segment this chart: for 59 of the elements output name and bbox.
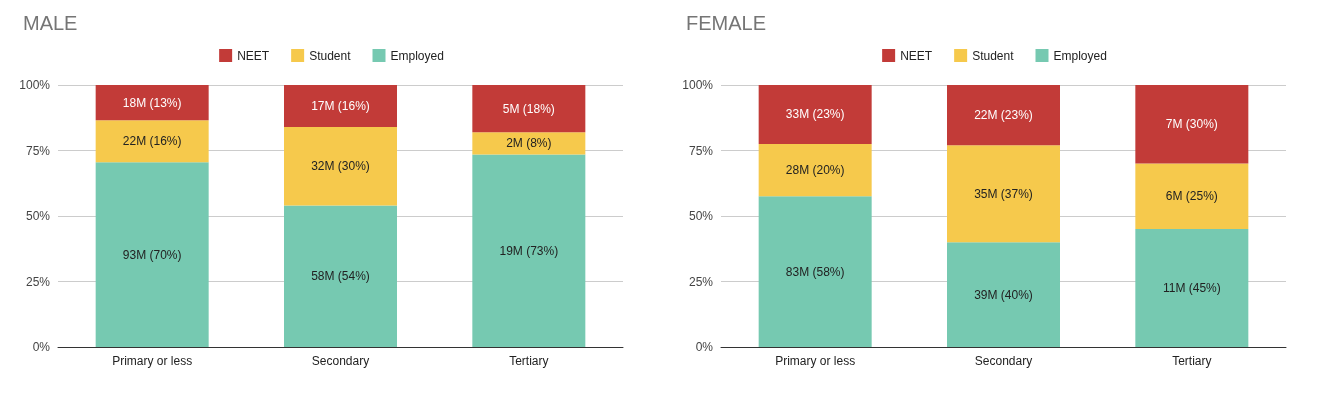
legend-label: Student — [972, 48, 1015, 63]
y-tick-label: 25% — [688, 274, 714, 289]
data-label: 33M (23%) — [785, 107, 845, 122]
data-label: 35M (37%) — [974, 186, 1033, 201]
data-label: 93M (70%) — [122, 247, 182, 262]
bar — [284, 205, 397, 347]
y-tick-label: 0% — [695, 340, 714, 354]
data-label: 11M (45%) — [1162, 281, 1221, 296]
y-tick-label: 50% — [25, 209, 51, 223]
chart-title: MALE — [23, 12, 78, 34]
bar — [95, 162, 209, 347]
x-tick-label: Primary or less — [775, 354, 856, 368]
y-tick-label: 25% — [25, 274, 51, 289]
y-tick-label: 50% — [688, 209, 714, 223]
y-tick-label: 75% — [25, 143, 51, 158]
bar — [758, 143, 872, 197]
bar — [472, 154, 586, 347]
data-label: 17M (16%) — [311, 98, 370, 113]
legend-label: Student — [309, 48, 352, 63]
bar — [284, 126, 397, 206]
data-label: 19M (73%) — [499, 243, 559, 258]
data-label: 7M (30%) — [1165, 117, 1218, 132]
data-label: 39M (40%) — [974, 287, 1033, 302]
x-tick-label: Tertiary — [1172, 354, 1212, 368]
bar — [95, 120, 209, 163]
data-label: 58M (54%) — [311, 269, 370, 284]
bar — [284, 85, 397, 127]
x-tick-label: Secondary — [311, 354, 370, 368]
y-tick-label: 75% — [688, 143, 714, 158]
bar — [472, 85, 586, 133]
legend-label: Employed — [1053, 48, 1107, 63]
data-label: 18M (13%) — [122, 95, 182, 110]
data-label: 6M (25%) — [1165, 189, 1218, 204]
bar — [947, 85, 1060, 146]
bar — [1135, 229, 1249, 347]
x-tick-label: Tertiary — [509, 354, 549, 368]
y-tick-label: 0% — [32, 340, 51, 354]
data-label: 83M (58%) — [785, 264, 845, 279]
bar — [758, 196, 872, 347]
legend-label: NEET — [237, 48, 270, 63]
legend-label: Employed — [390, 48, 444, 63]
bar — [95, 85, 209, 121]
bar — [758, 85, 872, 144]
data-label: 5M (18%) — [502, 101, 555, 116]
x-tick-label: Primary or less — [112, 354, 193, 368]
legend-label: NEET — [900, 48, 933, 63]
x-tick-label: Secondary — [974, 354, 1033, 368]
bar — [1135, 85, 1249, 164]
y-tick-label: 100% — [682, 78, 714, 92]
bar — [947, 242, 1060, 347]
bar — [947, 145, 1060, 243]
chart-title: FEMALE — [686, 12, 767, 34]
data-label: 28M (20%) — [785, 163, 845, 178]
data-label: 22M (23%) — [974, 108, 1033, 123]
data-label: 2M (8%) — [506, 136, 552, 151]
data-label: 32M (30%) — [311, 159, 370, 174]
y-tick-label: 100% — [19, 78, 51, 92]
data-label: 22M (16%) — [122, 134, 182, 149]
bar — [1135, 163, 1249, 230]
